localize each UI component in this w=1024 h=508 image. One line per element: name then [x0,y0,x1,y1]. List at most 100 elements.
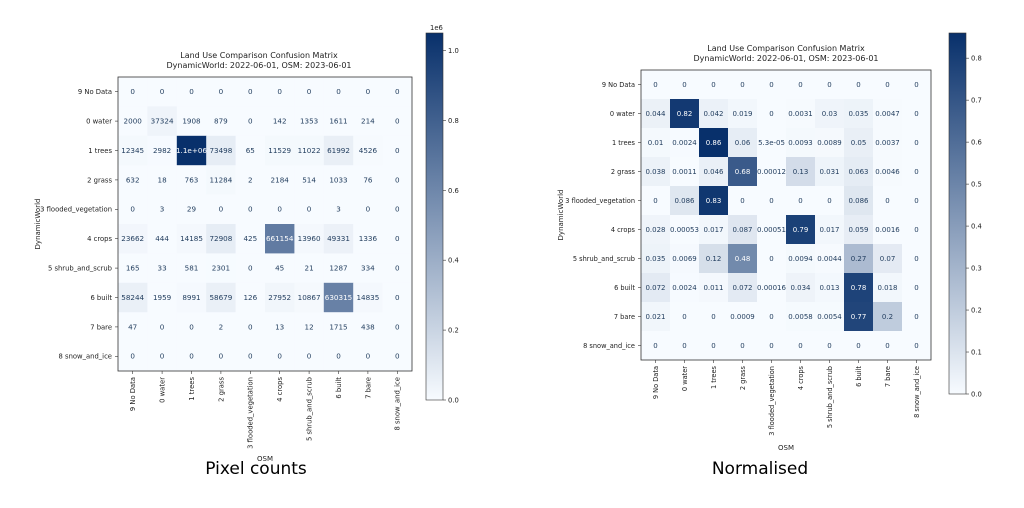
heatmap-cell [147,253,178,284]
y-tick-label: 6 built [90,294,112,302]
colorbar-tick-label: 0.1 [971,349,982,357]
heatmap-cell [873,302,903,332]
cell-value-label: 0 [189,352,194,361]
heatmap-cell [206,253,236,284]
heatmap-cell [728,99,758,129]
heatmap-cell [382,194,413,225]
heatmap-cell [147,312,178,342]
heatmap-cell [699,244,729,274]
x-tick-label: 7 bare [364,377,372,399]
heatmap-cell [323,194,354,225]
colorbar-tick-label: 0.8 [448,117,459,125]
cell-value-label: 0.019 [732,110,752,118]
cell-value-label: 2301 [212,264,230,273]
cell-value-label: 581 [185,264,199,273]
cell-value-label: 0 [885,342,889,350]
heatmap-cell [176,341,207,372]
cell-value-label: 0 [914,197,918,205]
plot-frame [640,69,932,361]
cell-value-label: 0 [914,313,918,321]
heatmap-cell [786,186,816,216]
heatmap-cell [699,157,729,187]
heatmap-cell [323,312,354,342]
heatmap-cell [294,165,325,195]
cell-value-label: 0.00053 [670,226,699,234]
cell-value-label: 142 [273,117,287,126]
heatmap-cell [382,224,413,254]
cell-value-label: 0.83 [706,197,722,205]
cell-value-label: 165 [126,264,140,273]
cell-value-label: 0 [219,205,224,214]
heatmap-cell [699,99,729,129]
cell-value-label: 47 [128,322,137,331]
chart-subtitle: DynamicWorld: 2022-06-01, OSM: 2023-06-0… [693,54,878,63]
cell-value-label: 0.00051 [757,226,786,234]
heatmap-cell [118,224,148,254]
heatmap-cell [728,70,758,100]
colorbar-tick-label: 0.8 [971,55,982,63]
colorbar-tick-label: 0.2 [971,307,982,315]
colorbar-tick-label: 0.0 [971,391,982,399]
heatmap-cell [118,253,148,284]
heatmap-cell [323,77,354,107]
cell-value-label: 0.12 [706,255,722,263]
y-tick-label: 4 crops [87,235,112,243]
x-tick-label: 0 water [159,377,167,403]
heatmap-cell [294,253,325,284]
heatmap-cell [294,194,325,225]
cell-value-label: 0 [336,352,341,361]
cell-value-label: 0.0089 [817,139,842,147]
cell-value-label: 0.13 [793,168,809,176]
colorbar-tick-label: 1.0 [448,47,459,55]
heatmap-cell [265,282,295,313]
heatmap-cell [815,99,845,129]
y-tick-label: 3 flooded_vegetation [565,197,635,205]
heatmap-cell [176,77,207,107]
heatmap-cell [873,70,903,100]
heatmap-cell [641,70,671,100]
heatmap-cell [206,165,236,195]
heatmap-cell [699,186,729,216]
cell-value-label: 0.021 [645,313,665,321]
colorbar-tick-label: 0.6 [971,139,982,147]
y-tick-label: 6 built [614,284,635,292]
heatmap-cell [757,273,787,303]
heatmap-cell [844,128,874,158]
cell-value-label: 21 [305,264,314,273]
heatmap-cell [757,128,787,158]
heatmap-cell [353,106,383,137]
heatmap-cell [235,165,266,195]
heatmap-cell [147,194,178,225]
cell-value-label: 0.087 [732,226,752,234]
heatmap-cell [844,186,874,216]
cell-value-label: 126 [243,293,257,302]
heatmap-cell [786,244,816,274]
x-tick-label: 1 trees [710,365,718,389]
cell-value-label: 5.3e-05 [758,139,785,147]
heatmap-cell [728,302,758,332]
heatmap-cell [118,165,148,195]
cell-value-label: 879 [214,117,228,126]
cell-value-label: 1715 [329,322,347,331]
heatmap-cell [902,99,932,129]
cell-value-label: 1908 [182,117,201,126]
x-tick-label: 3 flooded_vegetation [768,366,776,436]
heatmap-cell [235,77,266,107]
x-tick-label: 1 trees [188,377,196,401]
cell-value-label: 3 [336,205,341,214]
cell-value-label: 0 [219,87,224,96]
heatmap-cell [815,215,845,245]
heatmap-cell [206,282,236,313]
heatmap-cell [873,215,903,245]
cell-value-label: 0.86 [706,139,722,147]
cell-value-label: 0 [711,313,715,321]
cell-value-label: 0.0011 [672,168,697,176]
heatmap-cell [902,128,932,158]
colorbar-tick-label: 0.3 [971,265,982,273]
heatmap-cell [323,224,354,254]
cell-value-label: 0.00016 [757,284,786,292]
colorbar-tick-label: 0.4 [971,223,982,231]
cell-value-label: 0 [740,81,744,89]
cell-value-label: 1336 [359,234,378,243]
